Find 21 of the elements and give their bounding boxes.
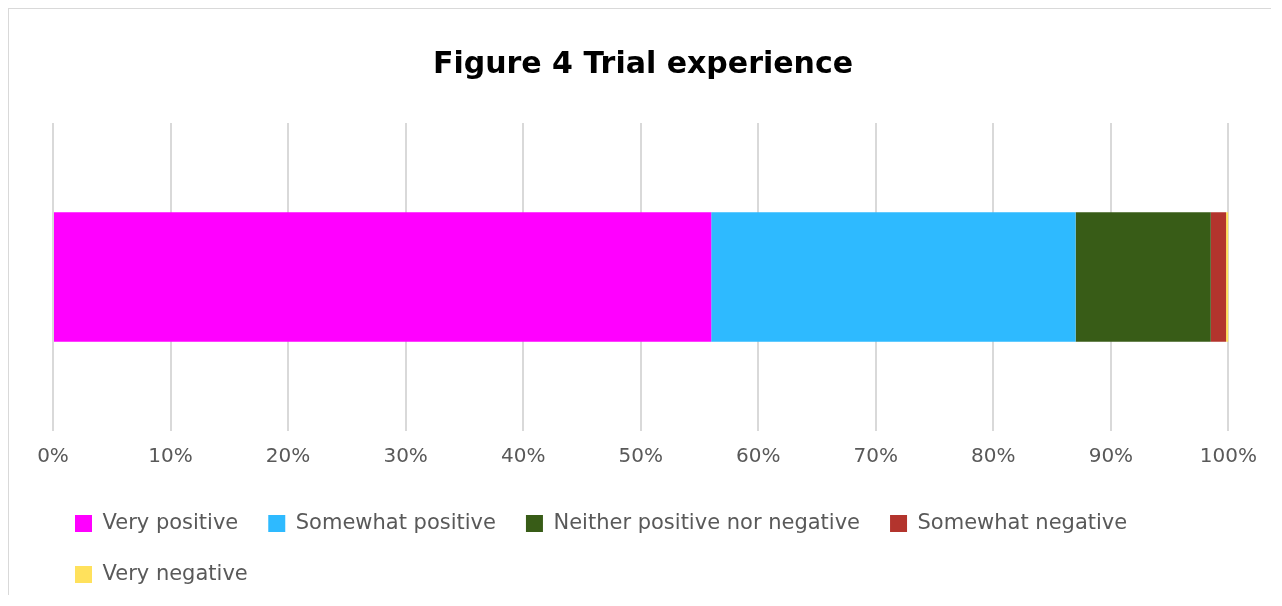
legend-label: Somewhat negative: [917, 509, 1128, 534]
legend-label: Very positive: [102, 509, 239, 534]
bar: [1075, 212, 1211, 342]
x-tick-label: 30%: [383, 443, 428, 468]
x-tick-label: 10%: [148, 443, 193, 468]
x-tick-label: 100%: [1199, 443, 1257, 468]
x-tick-label: 0%: [37, 443, 69, 468]
x-tick-label: 50%: [618, 443, 663, 468]
x-tick-label: 20%: [265, 443, 311, 468]
legend-label: Neither positive nor negative: [553, 509, 861, 534]
bar: [54, 212, 712, 342]
legend-label: Somewhat positive: [295, 509, 496, 534]
x-tick-label: 90%: [1088, 443, 1134, 468]
x-tick-label: 70%: [853, 443, 899, 468]
bar: [711, 212, 1076, 342]
legend-label: Very negative: [102, 560, 248, 585]
x-tick-label: 40%: [500, 443, 546, 468]
x-tick-label: 80%: [971, 443, 1016, 468]
bar: [1210, 212, 1227, 342]
x-tick-label: 60%: [736, 443, 781, 468]
chart-title: Figure 4 Trial experience: [432, 44, 854, 80]
